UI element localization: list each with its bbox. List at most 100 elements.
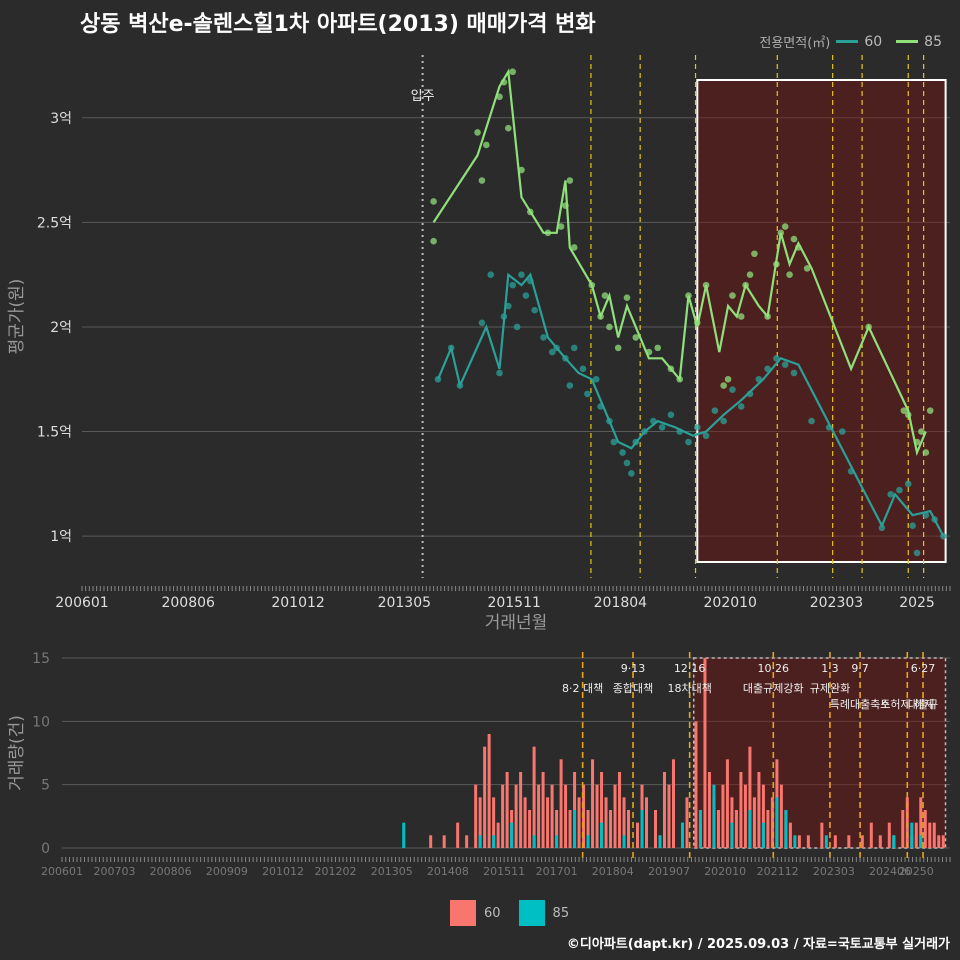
policy-name-label: 규제완화 [810, 682, 850, 695]
data-point-60 [729, 386, 736, 394]
legend-line-85 [896, 40, 919, 43]
x-tick-label: 2025 [899, 595, 935, 611]
bar-60 [627, 810, 631, 848]
bar-85 [478, 835, 482, 848]
bottom-x-tick-label: 201012 [262, 865, 304, 878]
bar-85 [658, 835, 662, 848]
bar-60 [757, 772, 761, 848]
bar-60 [860, 835, 864, 848]
data-point-85 [474, 129, 481, 136]
bottom-y-tick-label: 10 [32, 714, 50, 730]
bar-60 [501, 784, 505, 848]
legend-bottom-label-85: 85 [552, 905, 570, 921]
bottom-y-axis-title: 거래량(건) [7, 715, 27, 791]
data-point-60 [702, 432, 710, 440]
bar-60 [541, 772, 545, 848]
data-point-85 [720, 382, 727, 389]
data-point-60 [610, 438, 618, 446]
policy-name-label: 토허제 해제 [880, 697, 934, 711]
bar-85 [492, 835, 496, 848]
data-point-60 [711, 407, 719, 414]
bar-85 [532, 835, 536, 848]
data-point-60 [522, 292, 530, 299]
bar-60 [761, 784, 765, 848]
bar-60 [923, 810, 927, 848]
bar-60 [568, 810, 572, 848]
bar-85 [784, 810, 788, 848]
data-point-85 [900, 407, 908, 414]
bar-60 [559, 759, 563, 848]
bar-60 [919, 797, 923, 848]
bar-60 [739, 772, 743, 848]
bar-60 [887, 822, 891, 848]
bar-60 [901, 810, 905, 848]
y-tick-label: 1.5억 [37, 425, 72, 441]
series-line-60 [436, 272, 945, 537]
data-point-60 [913, 549, 921, 557]
bar-60 [550, 784, 554, 848]
bar-60 [752, 797, 756, 848]
bar-60 [456, 822, 460, 848]
y-axis-title: 평균가(원) [7, 279, 27, 355]
bar-60 [478, 797, 482, 848]
data-point-85 [737, 313, 745, 320]
data-point-85 [601, 292, 609, 299]
data-point-60 [513, 323, 521, 331]
data-point-60 [628, 470, 635, 477]
legend-label-85: 85 [924, 33, 942, 50]
bottom-x-tick-label: 201701 [536, 865, 578, 878]
bar-60 [820, 822, 824, 848]
bar-85 [775, 797, 779, 848]
bottom-x-tick-label: 202010 [704, 865, 746, 878]
bottom-x-tick-label: 201202 [315, 865, 357, 878]
bottom-x-tick-label: 202112 [757, 865, 799, 878]
data-point-60 [505, 302, 512, 310]
bar-60 [537, 784, 541, 848]
bar-60 [622, 797, 626, 848]
data-point-85 [430, 237, 437, 245]
bar-85 [555, 835, 559, 848]
bar-60 [937, 835, 941, 848]
data-point-60 [658, 424, 666, 431]
bar-60 [694, 721, 698, 848]
bar-60 [671, 759, 675, 848]
bar-60 [528, 810, 532, 848]
bottom-x-tick-label: 201408 [427, 865, 469, 878]
data-point-85 [557, 223, 565, 230]
bar-60 [667, 784, 671, 848]
policy-date-label: 10·26 [758, 662, 790, 675]
data-point-60 [790, 369, 798, 377]
bar-85 [910, 822, 914, 848]
legend-box-85 [518, 900, 545, 926]
legend-top: 전용면적(㎡) 60 85 [759, 32, 950, 52]
data-point-85 [746, 271, 754, 278]
bar-60 [591, 759, 595, 848]
policy-name-label: 18차대책 [667, 682, 711, 695]
data-point-60 [570, 344, 578, 352]
bar-60 [577, 797, 581, 848]
bar-60 [743, 784, 747, 848]
data-point-60 [540, 334, 547, 341]
bottom-x-tick-label: 201907 [648, 865, 690, 878]
y-tick-label: 2억 [50, 320, 72, 336]
data-point-85 [570, 244, 578, 251]
policy-name-label: 8·2 대책 [562, 682, 603, 695]
x-tick-label: 202303 [810, 595, 863, 611]
bottom-x-tick-label: 200601 [41, 865, 83, 878]
legend-line-60 [836, 40, 859, 43]
data-point-85 [926, 407, 934, 414]
bar-60 [609, 810, 613, 848]
data-point-60 [909, 522, 916, 529]
bar-60 [748, 746, 752, 848]
bar-85 [680, 822, 684, 848]
data-point-60 [531, 306, 538, 314]
data-point-60 [887, 491, 894, 498]
data-point-60 [496, 369, 503, 377]
policy-date-label: 9·7 [851, 662, 869, 675]
data-point-85 [803, 265, 811, 272]
bar-60 [869, 822, 873, 848]
data-point-85 [430, 198, 437, 205]
page-title: 상동 벽산e-솔렌스힐1차 아파트(2013) 매매가격 변화 [80, 12, 596, 37]
bar-85 [730, 822, 734, 848]
bar-85 [748, 810, 752, 848]
